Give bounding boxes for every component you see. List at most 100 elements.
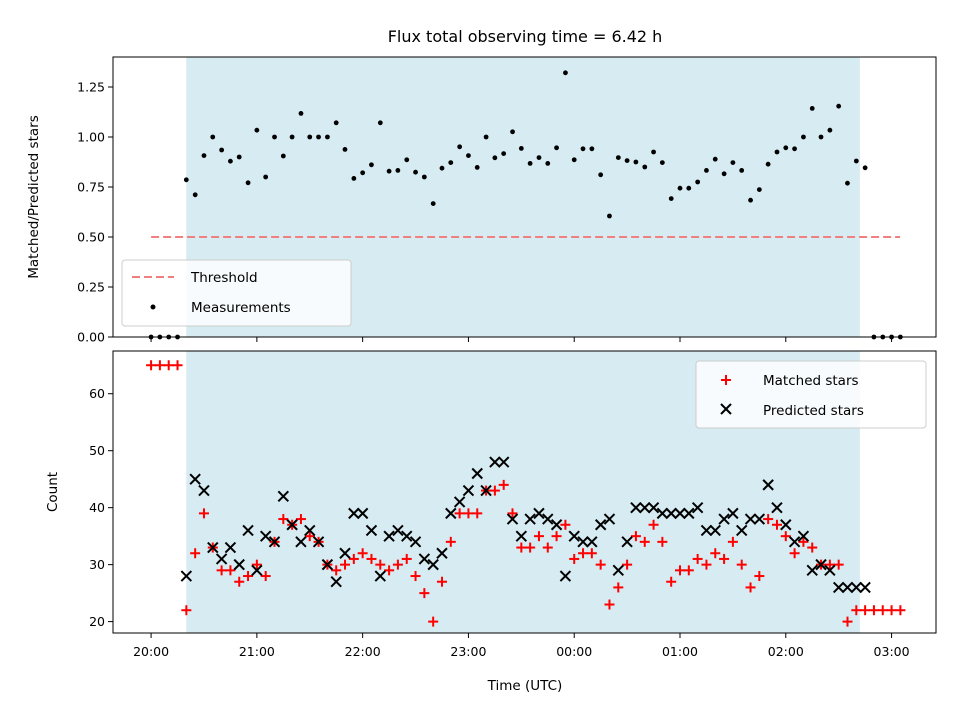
matched-star-marker xyxy=(833,559,844,570)
measurement-point xyxy=(448,160,454,166)
matched-star-marker xyxy=(648,519,659,530)
predicted-star-marker xyxy=(506,513,519,525)
matched-star-marker xyxy=(657,536,668,547)
measurement-point xyxy=(272,134,277,140)
measurement-points xyxy=(148,70,903,340)
measurement-point xyxy=(413,169,418,175)
top-y-axis-label: Matched/Predicted stars xyxy=(26,115,42,278)
predicted-star-marker xyxy=(736,524,748,537)
matched-star-marker xyxy=(190,548,201,559)
matched-star-marker xyxy=(666,576,677,587)
measurement-point xyxy=(492,155,498,161)
matched-star-marker xyxy=(525,542,536,553)
predicted-star-marker xyxy=(550,519,563,531)
predicted-star-marker xyxy=(594,519,607,531)
matched-star-marker xyxy=(842,616,853,627)
legend-predicted-swatch xyxy=(720,403,732,415)
matched-star-marker xyxy=(798,536,809,547)
matched-star-marker xyxy=(771,519,782,530)
measurement-point xyxy=(333,120,339,126)
matched-star-marker xyxy=(551,531,562,542)
predicted-star-marker xyxy=(542,513,554,525)
bottom-x-ticks: 20:00 21:00 22:00 23:00 00:00 01:00 02:00 03:00 xyxy=(133,633,910,659)
predicted-star-marker xyxy=(824,564,836,577)
predicted-star-marker xyxy=(497,456,510,468)
measurement-point xyxy=(563,70,568,76)
predicted-star-marker xyxy=(453,496,466,508)
measurement-point xyxy=(386,168,392,174)
measurement-point xyxy=(748,197,753,203)
matched-star-marker xyxy=(877,605,888,616)
measurement-point xyxy=(545,161,551,166)
predicted-star-marker xyxy=(603,513,616,525)
matched-star-marker xyxy=(736,559,747,570)
matched-star-marker xyxy=(243,571,254,582)
matched-stars-points xyxy=(146,360,906,627)
measurement-point xyxy=(404,157,410,163)
matched-star-marker xyxy=(507,508,518,519)
matched-star-marker xyxy=(198,508,209,519)
matched-star-marker xyxy=(472,508,483,519)
predicted-star-marker xyxy=(462,484,475,497)
matched-star-marker xyxy=(384,565,395,576)
bottom-legend: Matched stars Predicted stars xyxy=(695,360,927,429)
matched-star-marker xyxy=(886,605,897,616)
predicted-star-marker xyxy=(418,553,431,565)
matched-star-marker xyxy=(348,553,359,564)
predicted-star-marker xyxy=(304,524,316,537)
measurement-point xyxy=(774,149,780,155)
predicted-star-marker xyxy=(268,536,281,548)
predicted-star-marker xyxy=(207,541,219,554)
matched-star-marker xyxy=(622,559,633,570)
predicted-star-marker xyxy=(841,581,854,594)
measurement-point xyxy=(474,165,480,170)
measurement-point xyxy=(245,180,251,186)
predicted-star-marker xyxy=(489,456,501,468)
matched-star-marker xyxy=(216,565,227,576)
predicted-star-marker xyxy=(321,558,334,571)
matched-star-marker xyxy=(454,508,465,519)
predicted-star-marker xyxy=(445,507,457,520)
top-legend: Threshold Measurements xyxy=(121,259,352,327)
measurement-point xyxy=(704,168,709,173)
measurement-point xyxy=(342,147,348,152)
predicted-star-marker xyxy=(674,507,686,520)
matched-star-marker xyxy=(489,485,500,496)
matched-star-marker xyxy=(851,605,862,616)
predicted-star-marker xyxy=(665,507,677,520)
predicted-star-marker xyxy=(286,519,298,531)
predicted-star-marker xyxy=(515,530,528,542)
measurement-point xyxy=(765,161,771,167)
chart-title: Flux total observing time = 6.42 h xyxy=(388,27,663,46)
measurement-point xyxy=(307,134,313,140)
measurement-point xyxy=(298,111,304,116)
x-tick-label: 22:00 xyxy=(345,644,381,659)
matched-star-marker xyxy=(613,582,624,593)
measurement-point xyxy=(801,134,806,140)
predicted-star-marker xyxy=(533,507,545,520)
matched-star-marker xyxy=(436,576,447,587)
matched-star-marker xyxy=(331,565,342,576)
matched-star-marker xyxy=(410,571,421,582)
x-tick-label: 03:00 xyxy=(874,644,910,659)
measurement-point xyxy=(536,155,542,161)
predicted-star-marker xyxy=(568,530,580,542)
x-tick-label: 23:00 xyxy=(450,644,486,659)
matched-star-marker xyxy=(692,553,703,564)
y-tick-label: 0.50 xyxy=(77,230,105,245)
measurement-point xyxy=(325,134,330,140)
predicted-stars-points xyxy=(180,456,871,594)
measurement-point xyxy=(668,196,674,202)
predicted-star-marker xyxy=(471,467,483,480)
measurement-point xyxy=(686,185,692,191)
predicted-star-marker xyxy=(744,513,757,525)
legend-measurements-swatch xyxy=(150,304,156,310)
matched-star-marker xyxy=(868,605,879,616)
predicted-star-marker xyxy=(436,547,448,559)
predicted-star-marker xyxy=(797,530,810,542)
matched-star-marker xyxy=(401,553,412,564)
matched-star-marker xyxy=(463,508,474,519)
matched-star-marker xyxy=(533,531,544,542)
measurement-point xyxy=(263,174,269,180)
predicted-star-marker xyxy=(224,541,237,554)
